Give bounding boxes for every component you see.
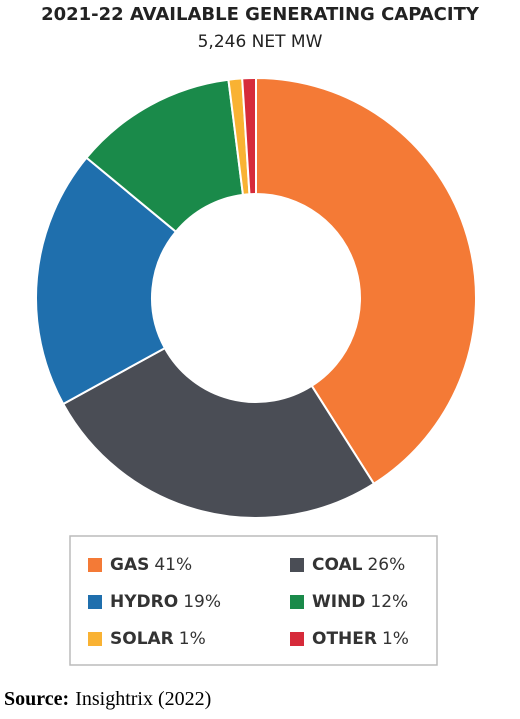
legend-label: WIND 12%	[312, 592, 408, 612]
donut	[35, 76, 477, 519]
donut-slice	[255, 76, 477, 486]
legend-category: SOLAR	[110, 629, 174, 649]
legend-category: OTHER	[312, 629, 377, 649]
legend: GAS 41% COAL 26%HYDRO 19% WIND 12%SOLAR 1% OTHER…	[88, 555, 409, 649]
legend-category: COAL	[312, 555, 363, 575]
legend-swatch	[290, 558, 304, 572]
legend-box	[69, 535, 438, 666]
legend-value: 1%	[179, 629, 206, 649]
legend-category: GAS	[110, 555, 149, 575]
legend-swatch	[88, 632, 102, 646]
legend-label: COAL 26%	[312, 555, 405, 575]
source-text: Insightrix (2022)	[75, 688, 211, 710]
legend-category: WIND	[312, 592, 365, 612]
legend-category: HYDRO	[110, 592, 178, 612]
legend-label: GAS 41%	[110, 555, 192, 575]
legend-label: OTHER 1%	[312, 629, 409, 649]
legend-value: 26%	[367, 555, 405, 575]
legend-value: 1%	[382, 629, 409, 649]
source-note: Source: Insightrix (2022)	[4, 688, 211, 710]
donut-slice	[241, 76, 257, 196]
legend-swatch	[290, 632, 304, 646]
legend-value: 19%	[183, 592, 221, 612]
legend-swatch	[290, 595, 304, 609]
legend-value: 41%	[154, 555, 192, 575]
legend-label: HYDRO 19%	[110, 592, 221, 612]
legend-value: 12%	[370, 592, 408, 612]
legend-label: SOLAR 1%	[110, 629, 206, 649]
legend-swatch	[88, 595, 102, 609]
chart-title: 2021-22 AVAILABLE GENERATING CAPACITY	[41, 4, 480, 25]
legend-swatch	[88, 558, 102, 572]
chart-subtitle: 5,246 NET MW	[198, 32, 323, 52]
donut-slice	[35, 156, 178, 406]
donut-slice	[61, 346, 376, 519]
source-label: Source:	[4, 688, 69, 710]
